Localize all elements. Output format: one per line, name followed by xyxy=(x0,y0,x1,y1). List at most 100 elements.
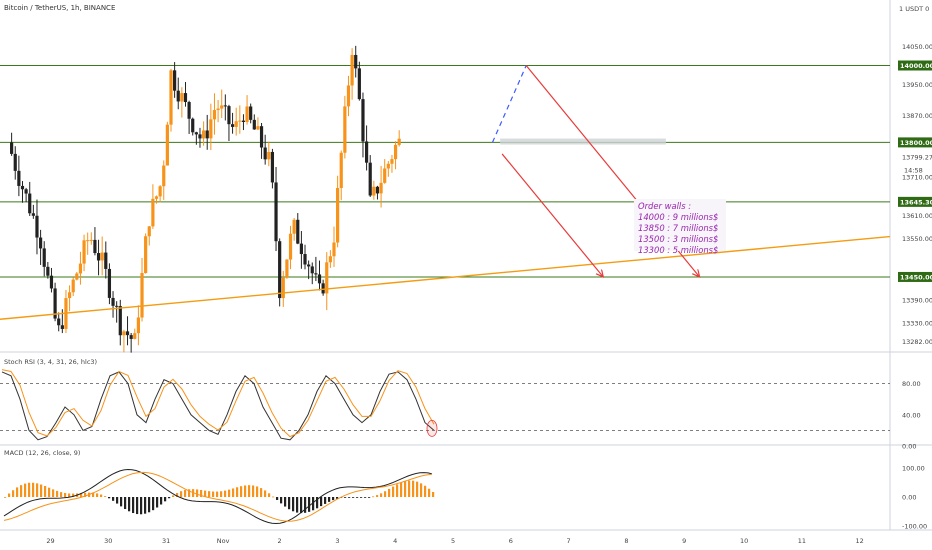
macd-histogram-bar xyxy=(180,491,183,497)
stoch-tick-label: 0.00 xyxy=(902,443,916,451)
candle-body xyxy=(328,256,332,263)
resistance-zone xyxy=(500,138,666,145)
candle-body xyxy=(46,266,50,276)
candle-body xyxy=(307,264,311,267)
candle-body xyxy=(205,130,209,139)
candle-body xyxy=(158,186,162,197)
macd-histogram-bar xyxy=(44,486,47,497)
macd-histogram-bar xyxy=(428,488,431,497)
macd-histogram-bar xyxy=(204,490,207,497)
macd-histogram-bar xyxy=(248,485,251,497)
macd-histogram-bar xyxy=(228,489,231,497)
macd-histogram-bar xyxy=(64,493,67,497)
macd-tick-label: -100.00 xyxy=(902,523,927,531)
macd-histogram-bar xyxy=(312,497,315,511)
macd-histogram-bar xyxy=(224,490,227,497)
order-wall-line: 14000 : 9 millions$ xyxy=(638,212,719,222)
macd-histogram-bar xyxy=(236,487,239,497)
candle-body xyxy=(57,318,61,326)
macd-histogram-bar xyxy=(396,484,399,497)
candle-body xyxy=(198,134,202,139)
x-tick-label: 7 xyxy=(567,537,571,545)
chart-title: Bitcoin / TetherUS, 1h, BINANCE xyxy=(4,4,116,12)
macd-histogram-bar xyxy=(252,485,255,497)
macd-histogram-bar xyxy=(280,497,283,504)
macd-histogram-bar xyxy=(80,493,83,497)
candle-body xyxy=(220,105,224,109)
stoch-tick-label: 80.00 xyxy=(902,380,921,388)
macd-histogram-bar xyxy=(424,485,427,497)
macd-tick-label: 100.00 xyxy=(902,465,925,473)
x-tick-label: 2 xyxy=(278,537,282,545)
y-tick-label: 13710.00 xyxy=(902,174,932,182)
x-tick-label: 29 xyxy=(46,537,54,545)
candle-body xyxy=(386,163,390,169)
candle-body xyxy=(17,170,21,186)
y-tick-label: 13390.00 xyxy=(902,297,932,305)
candle-body xyxy=(24,189,28,194)
candle-body xyxy=(173,70,177,91)
macd-histogram-bar xyxy=(372,496,375,498)
candle-body xyxy=(361,99,365,142)
candle-body xyxy=(245,106,249,122)
macd-histogram-bar xyxy=(40,484,43,497)
candle-body xyxy=(310,266,314,274)
y-tick-label: 13950.00 xyxy=(902,81,932,89)
price-axis[interactable]: 1 USDT 0 14050.00 13950.00 13870.00 13710.00… xyxy=(898,5,932,531)
macd-histogram-bar xyxy=(304,497,307,513)
candle-body xyxy=(129,335,133,339)
macd-histogram-bar xyxy=(124,497,127,510)
macd-histogram-bar xyxy=(12,490,15,497)
countdown-label: 14:58 xyxy=(904,167,923,175)
candle-body xyxy=(78,263,83,274)
macd-histogram-bar xyxy=(324,497,327,504)
x-tick-label: 30 xyxy=(104,537,112,545)
order-walls-title: Order walls : xyxy=(638,201,692,211)
x-tick-label: 31 xyxy=(162,537,170,545)
candle-body xyxy=(201,130,206,139)
macd-histogram-bar xyxy=(136,497,139,515)
candle-body xyxy=(209,119,213,139)
trendline xyxy=(0,235,891,320)
macd-histogram-bar xyxy=(296,497,299,513)
level-price-tag xyxy=(898,196,932,207)
candle-body xyxy=(183,93,188,103)
y-tick-label: 13870.00 xyxy=(902,112,932,120)
macd-histogram-bar xyxy=(116,497,119,504)
x-tick-label: 10 xyxy=(740,537,748,545)
candle-body xyxy=(169,70,173,125)
macd-histogram-bar xyxy=(244,485,247,497)
candle-body xyxy=(256,126,260,130)
candle-body xyxy=(75,273,79,280)
y-tick-label: 13282.00 xyxy=(902,338,932,346)
candle-body xyxy=(350,54,354,86)
macd-histogram-bar xyxy=(36,483,39,497)
macd-histogram-bar xyxy=(200,489,203,497)
macd-histogram-bar xyxy=(416,481,419,497)
level-price-label: 13800.00 xyxy=(900,139,932,147)
candle-body xyxy=(252,119,256,130)
candle-body xyxy=(67,292,72,299)
macd-histogram-bar xyxy=(336,497,339,499)
x-tick-label: 8 xyxy=(624,537,628,545)
macd-histogram-bar xyxy=(268,493,271,497)
last-price-label: 13799.27 xyxy=(902,154,932,162)
macd-histogram-bar xyxy=(108,497,111,499)
y-tick-label: 13610.00 xyxy=(902,212,932,220)
time-axis[interactable]: 29 30 31 Nov 2 3 4 5 6 7 8 9 10 11 12 xyxy=(46,537,863,545)
stoch-highlight-circle xyxy=(426,419,438,437)
candle-body xyxy=(100,252,104,261)
candle-body xyxy=(332,242,336,257)
candle-body xyxy=(372,186,376,196)
level-price-label: 14000.00 xyxy=(900,62,932,70)
macd-histogram-bar xyxy=(104,496,107,497)
candle-body xyxy=(336,187,340,243)
candle-body xyxy=(38,237,43,249)
macd-histogram-bar xyxy=(148,497,151,513)
macd-histogram-bar xyxy=(308,497,311,512)
macd-histogram-bar xyxy=(160,497,163,505)
candle-body xyxy=(296,219,300,244)
candle-body xyxy=(42,248,46,267)
x-tick-label: 6 xyxy=(509,537,513,545)
